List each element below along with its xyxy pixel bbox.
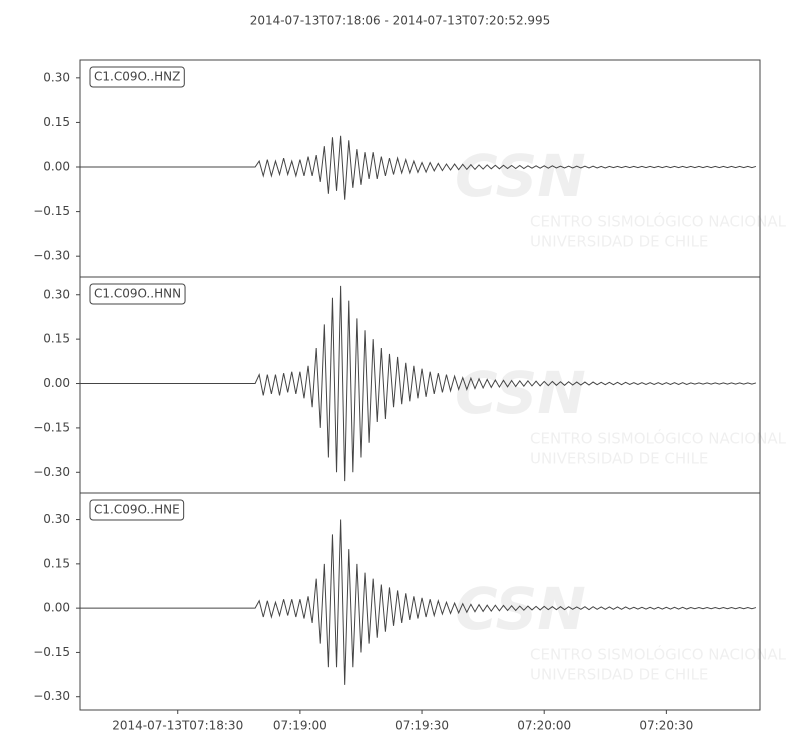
watermark-line: CENTRO SISMOLÓGICO NACIONAL (530, 645, 787, 664)
y-tick-label: 0.00 (43, 601, 70, 615)
watermark-line: UNIVERSIDAD DE CHILE (530, 233, 708, 251)
watermark-logo: CSN (455, 359, 586, 427)
waveform (80, 519, 757, 685)
watermark: CSN CENTRO SISMOLÓGICO NACIONAL UNIVERSIDA… (455, 142, 787, 250)
channel-label-box (89, 66, 185, 88)
watermark-line: CENTRO SISMOLÓGICO NACIONAL (530, 212, 787, 231)
y-tick-label: 0.15 (43, 115, 70, 129)
watermark-line: UNIVERSIDAD DE CHILE (530, 666, 708, 684)
watermark-logo: CSN (455, 575, 586, 643)
channel-label: C1.C09O..HNN (94, 287, 181, 301)
y-tick-label: −0.15 (33, 420, 70, 434)
y-tick-label: 0.15 (43, 332, 70, 346)
y-tick-label: −0.30 (33, 249, 70, 263)
y-tick-label: 0.30 (43, 512, 70, 526)
channel-label-box (89, 499, 185, 521)
x-tick-label: 07:19:00 (273, 719, 327, 733)
watermark-line: UNIVERSIDAD DE CHILE (530, 450, 708, 468)
x-tick-label: 07:19:30 (395, 719, 449, 733)
waveform (80, 135, 757, 200)
y-tick-label: −0.30 (33, 465, 70, 479)
channel-label: C1.C09O..HNE (94, 503, 180, 517)
channel-label-box (89, 283, 186, 305)
x-tick-label: 2014-07-13T07:18:30 (112, 719, 243, 733)
y-tick-label: −0.15 (33, 204, 70, 218)
watermark: CSN CENTRO SISMOLÓGICO NACIONAL UNIVERSIDA… (455, 575, 787, 683)
y-tick-label: −0.15 (33, 645, 70, 659)
x-tick-label: 07:20:30 (639, 719, 693, 733)
y-tick-label: 0.00 (43, 376, 70, 390)
y-tick-label: 0.30 (43, 70, 70, 84)
y-tick-label: 0.15 (43, 556, 70, 570)
watermark: CSN CENTRO SISMOLÓGICO NACIONAL UNIVERSIDA… (455, 359, 787, 467)
watermark-logo: CSN (455, 142, 586, 210)
y-tick-label: 0.30 (43, 287, 70, 301)
x-tick-label: 07:20:00 (517, 719, 571, 733)
panel-frame (79, 492, 761, 711)
y-tick-label: −0.30 (33, 689, 70, 703)
y-tick-label: 0.00 (43, 160, 70, 174)
chart-title: 2014-07-13T07:18:06 - 2014-07-13T07:20:5… (250, 14, 551, 28)
watermark-line: CENTRO SISMOLÓGICO NACIONAL (530, 429, 787, 448)
channel-label: C1.C09O..HNZ (94, 70, 180, 84)
waveform (80, 285, 757, 482)
